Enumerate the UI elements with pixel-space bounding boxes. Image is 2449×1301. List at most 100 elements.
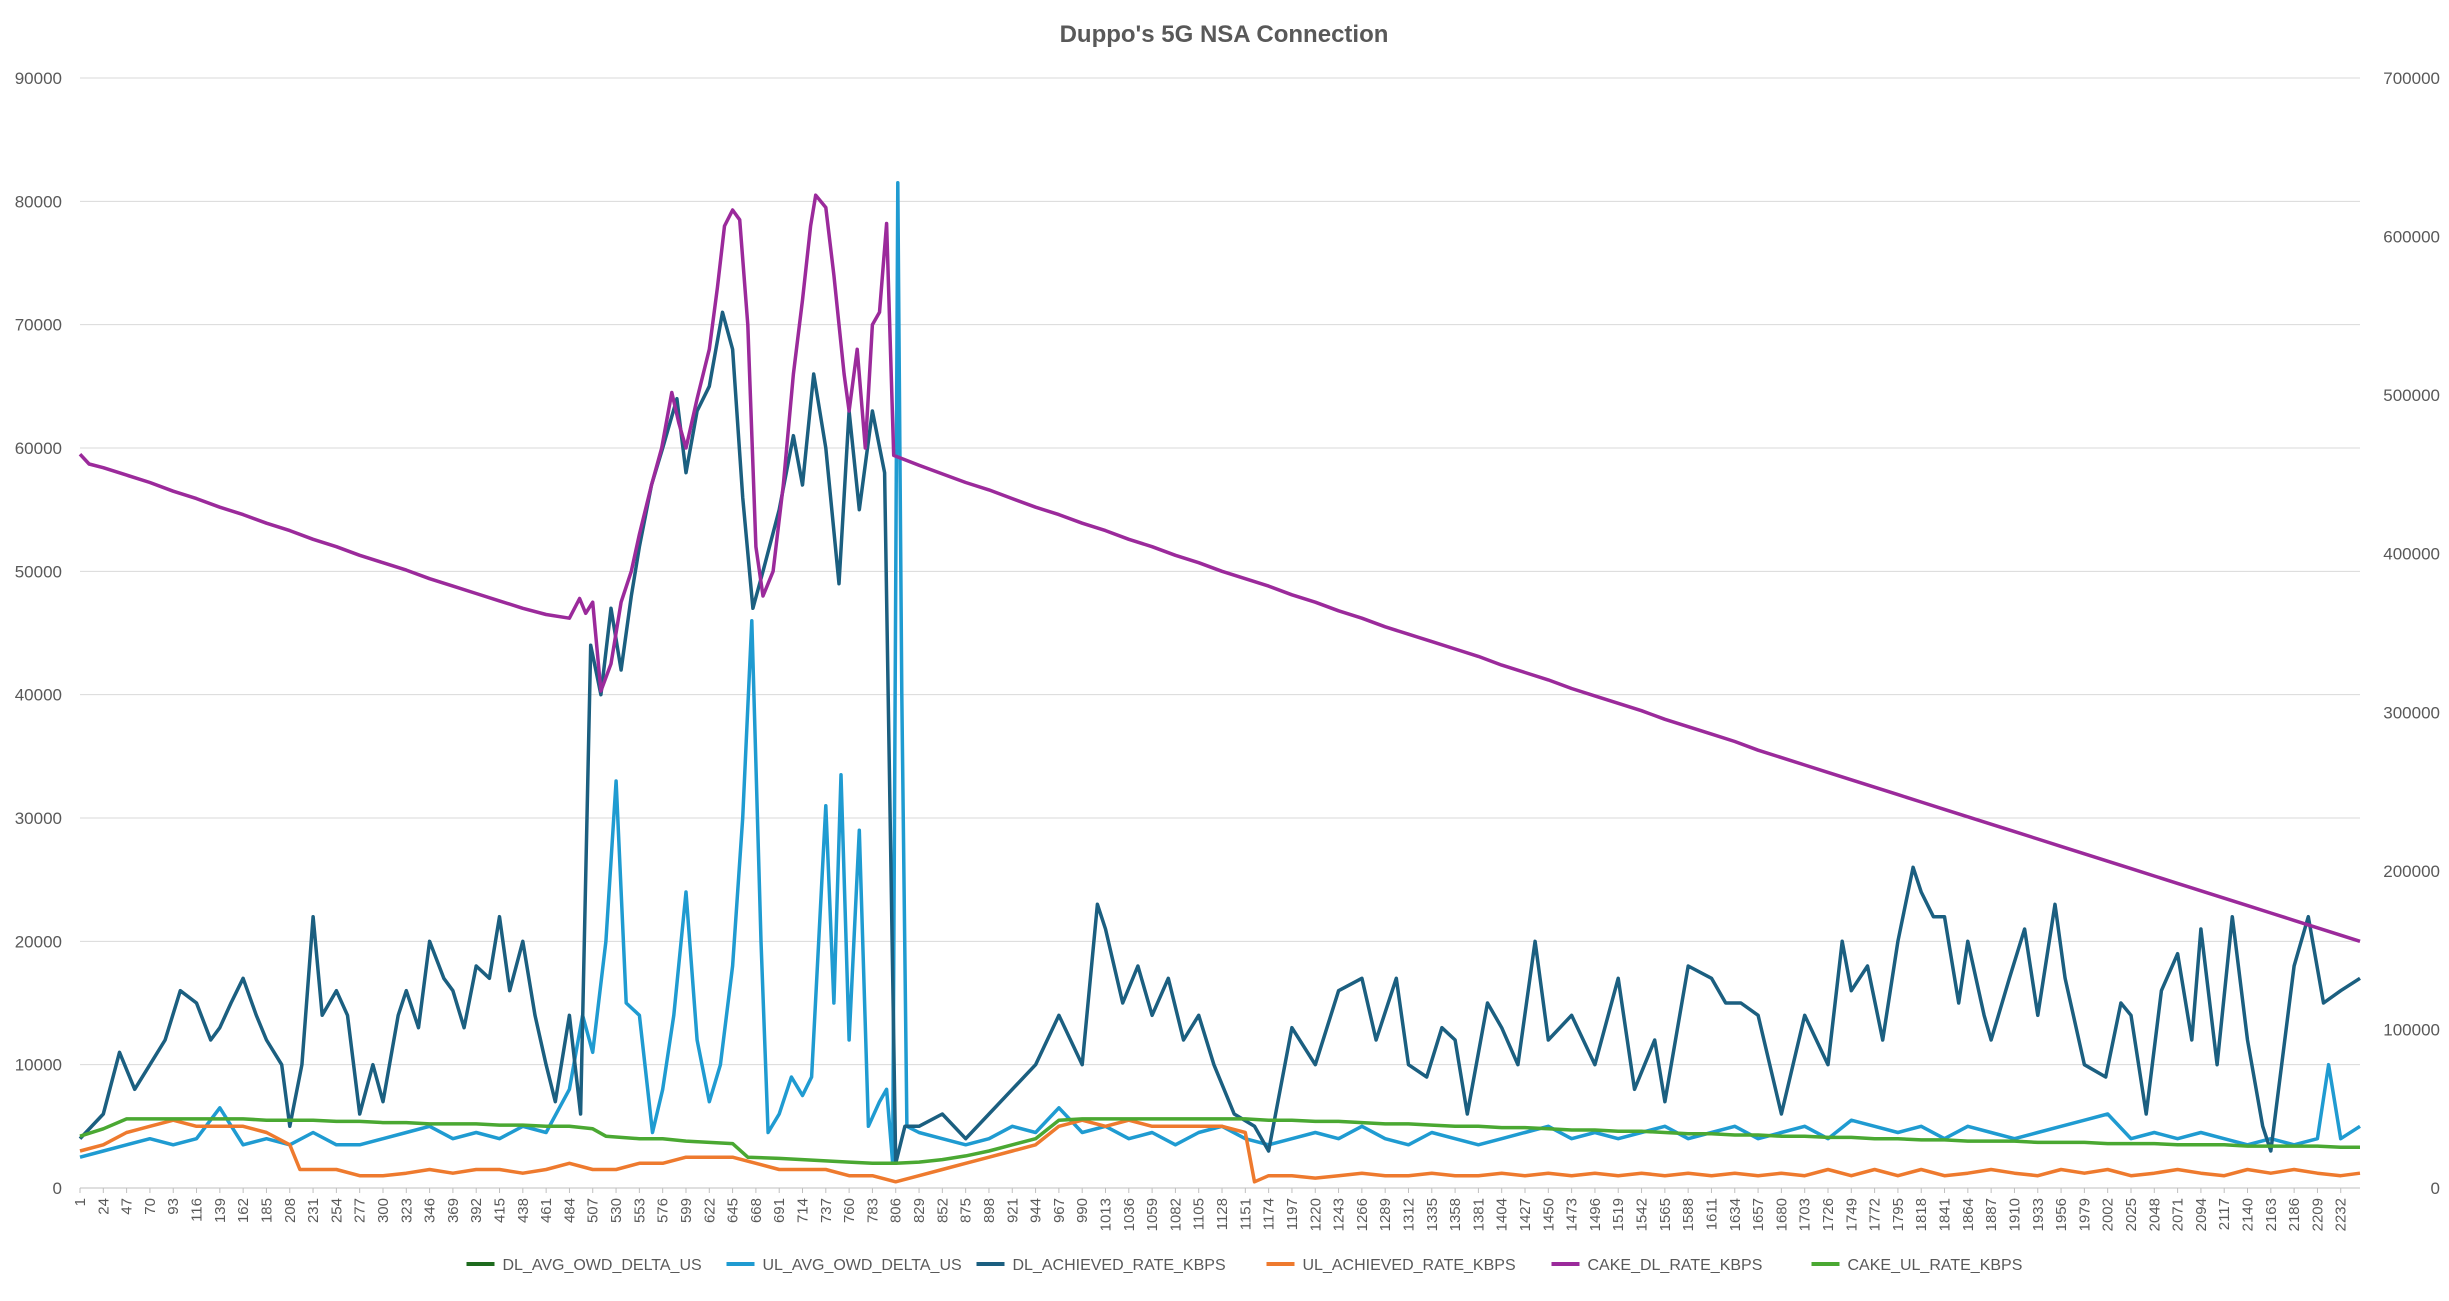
legend-label: UL_AVG_OWD_DELTA_US [763, 1257, 962, 1274]
x-tick-label: 2163 [2263, 1198, 2280, 1231]
y-tick-label: 10000 [15, 1056, 62, 1075]
legend-label: CAKE_DL_RATE_KBPS [1588, 1257, 1763, 1274]
x-tick-label: 2117 [2216, 1198, 2233, 1230]
x-tick-label: 1059 [1144, 1198, 1161, 1231]
x-tick-label: 944 [1028, 1198, 1045, 1223]
series-line-ul-achieved-rate-kbps [79, 1118, 2361, 1184]
x-tick-label: 139 [212, 1198, 229, 1223]
x-tick-label: 2232 [2333, 1198, 2350, 1231]
x-tick-label: 829 [911, 1198, 928, 1223]
x-tick-label: 116 [189, 1198, 206, 1222]
chart-title: Duppo's 5G NSA Connection [1060, 21, 1389, 48]
x-tick-label: 70 [142, 1198, 159, 1215]
x-tick-label: 2186 [2286, 1198, 2303, 1231]
x-tick-label: 1 [72, 1198, 89, 1206]
x-tick-label: 1496 [1587, 1198, 1604, 1231]
x-tick-label: 323 [398, 1198, 415, 1223]
x-tick-label: 875 [958, 1198, 975, 1223]
x-tick-label: 806 [888, 1198, 905, 1223]
y2-tick-label: 500000 [2383, 386, 2440, 405]
x-tick-label: 1427 [1517, 1198, 1534, 1231]
x-tick-label: 1795 [1890, 1198, 1907, 1231]
series-line-dl-achieved-rate-kbps [78, 310, 2361, 1166]
x-tick-label: 1266 [1354, 1198, 1371, 1231]
x-tick-label: 852 [934, 1198, 951, 1223]
x-tick-label: 990 [1074, 1198, 1091, 1223]
x-tick-label: 369 [445, 1198, 462, 1223]
x-tick-label: 668 [748, 1198, 765, 1223]
x-tick-label: 1749 [1843, 1198, 1860, 1231]
x-tick-label: 231 [305, 1198, 322, 1223]
y-tick-label: 80000 [15, 192, 62, 211]
x-tick-label: 208 [282, 1198, 299, 1223]
x-tick-label: 1105 [1191, 1198, 1208, 1230]
y-axis-right: 0 100000 200000 300000 400000 500000 600000 700… [2383, 69, 2440, 1198]
y2-tick-label: 0 [2431, 1179, 2440, 1198]
x-tick-label: 1864 [1960, 1198, 1977, 1231]
y2-tick-label: 700000 [2383, 69, 2440, 88]
x-tick-label: 1565 [1657, 1198, 1674, 1231]
x-tick-label: 461 [538, 1198, 555, 1223]
legend-label: CAKE_UL_RATE_KBPS [1848, 1257, 2023, 1274]
x-tick-label: 47 [119, 1198, 136, 1215]
x-tick-label: 185 [258, 1198, 275, 1223]
x-tick-label: 1887 [1983, 1198, 2000, 1231]
x-tick-label: 1197 [1284, 1198, 1301, 1230]
legend: DL_AVG_OWD_DELTA_US UL_AVG_OWD_DELTA_US DL… [466, 1257, 2023, 1274]
x-tick-label: 415 [492, 1198, 509, 1223]
y-tick-label: 70000 [15, 316, 62, 335]
x-tick-label: 93 [165, 1198, 182, 1215]
x-tick-label: 1542 [1634, 1198, 1651, 1231]
x-tick-label: 507 [585, 1198, 602, 1223]
x-tick-label: 921 [1004, 1198, 1021, 1223]
legend-label: DL_ACHIEVED_RATE_KBPS [1013, 1257, 1226, 1274]
x-tick-label: 162 [235, 1198, 252, 1223]
y-tick-label: 0 [53, 1179, 62, 1198]
y-tick-label: 60000 [15, 439, 62, 458]
x-tick-label: 2140 [2240, 1198, 2257, 1231]
x-tick-label: 737 [818, 1198, 835, 1223]
x-tick-label: 1818 [1913, 1198, 1930, 1231]
legend-label: DL_AVG_OWD_DELTA_US [503, 1257, 702, 1274]
x-tick-label: 622 [701, 1198, 718, 1223]
x-tick-label: 1726 [1820, 1198, 1837, 1231]
x-tick-label: 1404 [1494, 1198, 1511, 1231]
x-tick-label: 1611 [1703, 1198, 1720, 1230]
y-tick-label: 40000 [15, 686, 62, 705]
y2-tick-label: 300000 [2383, 703, 2440, 722]
series-line-ul-avg-owd-delta-us [79, 181, 2361, 1166]
x-tick-label: 1956 [2053, 1198, 2070, 1231]
x-tick-label: 599 [678, 1198, 695, 1223]
x-tick-label: 1588 [1680, 1198, 1697, 1231]
x-tick-label: 300 [375, 1198, 392, 1223]
x-axis: 1 24 47 70 93 116 139 162 185 208 231 254 277 300 323 3… [72, 1188, 2350, 1231]
legend-label: UL_ACHIEVED_RATE_KBPS [1303, 1257, 1516, 1274]
x-tick-label: 254 [328, 1198, 345, 1223]
y-tick-label: 30000 [15, 809, 62, 828]
x-tick-label: 2048 [2146, 1198, 2163, 1231]
x-tick-label: 783 [864, 1198, 881, 1223]
x-tick-label: 1220 [1307, 1198, 1324, 1231]
x-tick-label: 2025 [2123, 1198, 2140, 1231]
x-tick-label: 1128 [1214, 1198, 1231, 1230]
x-tick-label: 1473 [1564, 1198, 1581, 1231]
y-tick-label: 50000 [15, 562, 62, 581]
x-tick-label: 691 [771, 1198, 788, 1223]
x-tick-label: 392 [468, 1198, 485, 1223]
x-tick-label: 1910 [2006, 1198, 2023, 1231]
x-tick-label: 898 [981, 1198, 998, 1223]
x-tick-label: 553 [631, 1198, 648, 1223]
x-tick-label: 438 [515, 1198, 532, 1223]
y-tick-label: 90000 [15, 69, 62, 88]
x-tick-label: 2094 [2193, 1198, 2210, 1231]
x-tick-label: 1243 [1331, 1198, 1348, 1231]
x-tick-label: 645 [725, 1198, 742, 1223]
x-tick-label: 1174 [1261, 1198, 1278, 1230]
x-tick-label: 1841 [1937, 1198, 1954, 1231]
y-tick-label: 20000 [15, 932, 62, 951]
x-tick-label: 1013 [1097, 1198, 1114, 1231]
x-tick-label: 1680 [1773, 1198, 1790, 1231]
x-tick-label: 484 [561, 1198, 578, 1223]
